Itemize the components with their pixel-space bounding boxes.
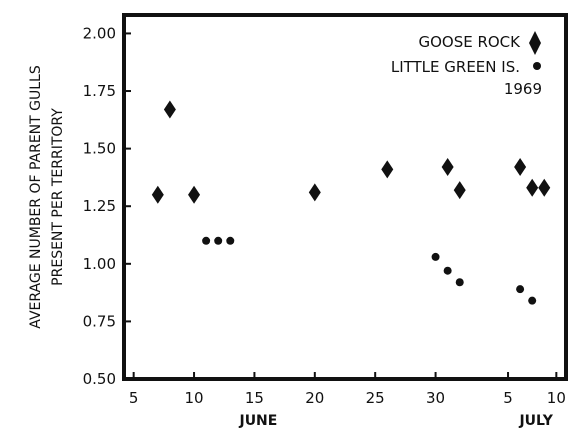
data-point-goose-rock (526, 178, 539, 197)
data-point-goose-rock (441, 158, 454, 177)
x-tick-label: 15 (245, 389, 264, 407)
legend-label-goose-rock: GOOSE ROCK (418, 33, 521, 51)
data-point-goose-rock (453, 181, 466, 200)
data-point-little-green (226, 236, 235, 245)
data-point-goose-rock (163, 100, 176, 119)
data-point-goose-rock (538, 178, 551, 197)
y-axis-label-line1: AVERAGE NUMBER OF PARENT GULLS (28, 65, 44, 329)
data-point-little-green (443, 266, 452, 275)
legend-year: 1969 (504, 80, 542, 98)
data-point-goose-rock (188, 185, 201, 204)
y-tick-label: 1.50 (83, 140, 116, 158)
axes-layer: 0.50 0.75 1.00 1.25 1.50 1.75 2.00 5 10 15 20 25 30 5… (83, 24, 566, 429)
x-tick-label: 25 (366, 389, 385, 407)
x-month-label: JULY (518, 413, 553, 429)
data-point-goose-rock (151, 185, 164, 204)
data-point-goose-rock (381, 160, 394, 179)
y-tick-label: 1.75 (83, 82, 116, 100)
x-tick-label: 5 (503, 389, 513, 407)
legend-label-little-green: LITTLE GREEN IS. (391, 58, 520, 76)
x-tick-label: 5 (129, 389, 139, 407)
legend-circle-marker (533, 62, 541, 70)
x-tick-label: 10 (184, 389, 203, 407)
data-point-little-green (528, 296, 537, 305)
y-tick-label: 0.75 (83, 312, 116, 330)
data-point-little-green (431, 252, 440, 261)
data-point-goose-rock (308, 183, 321, 202)
y-tick-label: 0.50 (83, 370, 116, 388)
data-point-little-green (202, 236, 211, 245)
points-layer (151, 100, 551, 305)
legend: GOOSE ROCK LITTLE GREEN IS. 1969 (391, 31, 542, 98)
data-point-little-green (214, 236, 223, 245)
x-tick-label: 10 (547, 389, 566, 407)
data-point-goose-rock (514, 158, 527, 177)
x-month-label: JUNE (238, 413, 277, 429)
y-axis-label-line2: PRESENT PER TERRITORY (50, 108, 66, 286)
x-tick-label: 20 (305, 389, 324, 407)
y-tick-label: 2.00 (83, 24, 116, 42)
y-tick-label: 1.25 (83, 197, 116, 215)
x-tick-label: 30 (426, 389, 445, 407)
data-point-little-green (455, 278, 464, 287)
legend-diamond-marker (529, 31, 541, 55)
data-point-little-green (516, 285, 525, 294)
plot-frame (122, 13, 568, 381)
y-tick-label: 1.00 (83, 255, 116, 273)
